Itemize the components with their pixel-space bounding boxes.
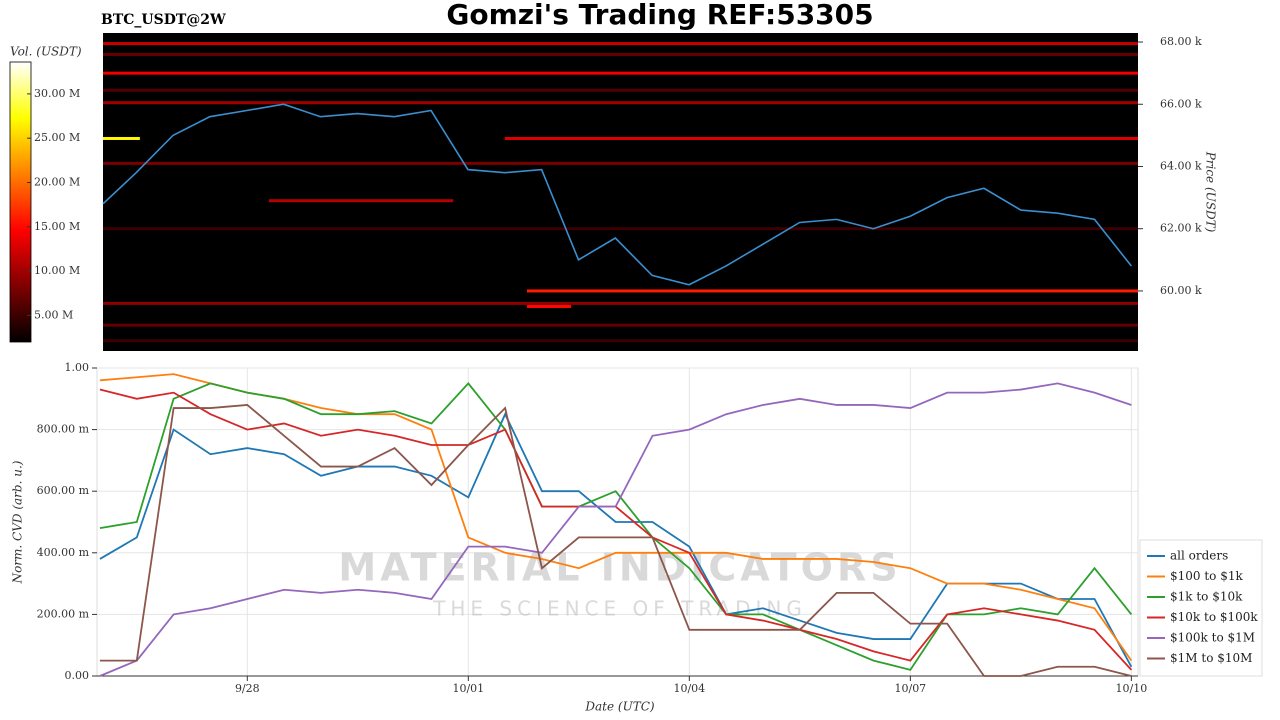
legend-box bbox=[1139, 539, 1263, 677]
y-tick-label: 0.00 bbox=[65, 669, 90, 682]
liquidity-level bbox=[103, 227, 1138, 231]
price-line bbox=[102, 103, 1132, 286]
liquidity-level bbox=[103, 323, 1138, 327]
x-tick-label: 10/04 bbox=[673, 682, 705, 695]
y-tick-label: 68.00 k bbox=[1160, 35, 1202, 48]
liquidity-level bbox=[103, 101, 1138, 105]
x-tick-label: 10/10 bbox=[1116, 682, 1148, 695]
y-tick-label: 200.00 m bbox=[37, 607, 90, 620]
cvd-line bbox=[99, 404, 1132, 677]
y-tick-label: 600.00 m bbox=[37, 484, 90, 497]
colorbar-tick-label: 10.00 M bbox=[34, 264, 80, 277]
colorbar bbox=[9, 61, 32, 343]
liquidity-level bbox=[103, 301, 1138, 305]
legend-label: $100 to $1k bbox=[1170, 569, 1243, 583]
y-axis-label: Norm. CVD (arb. u.) bbox=[11, 460, 25, 584]
colorbar-tick-label: 30.00 M bbox=[34, 87, 80, 100]
x-axis-label: Date (UTC) bbox=[584, 700, 654, 714]
y-tick-label: 66.00 k bbox=[1160, 97, 1202, 110]
heatmap-plot bbox=[102, 33, 1138, 351]
x-tick-label: 9/28 bbox=[235, 682, 260, 695]
y-axis-label: Price (USDT) bbox=[1204, 151, 1218, 233]
liquidity-level bbox=[526, 305, 572, 309]
liquidity-level bbox=[526, 289, 1138, 293]
chart-title: BTC_USDT@2W bbox=[101, 12, 226, 28]
y-tick-label: 800.00 m bbox=[37, 423, 90, 436]
x-tick-label: 10/07 bbox=[894, 682, 926, 695]
y-tick-label: 1.00 bbox=[65, 361, 90, 374]
legend-label: all orders bbox=[1170, 549, 1228, 563]
page-title: Gomzi's Trading REF:53305 bbox=[446, 0, 873, 31]
liquidity-level bbox=[103, 71, 1138, 75]
plot-background bbox=[103, 33, 1138, 351]
liquidity-level bbox=[103, 161, 1138, 165]
liquidity-level bbox=[103, 339, 1138, 343]
y-tick-label: 60.00 k bbox=[1160, 284, 1202, 297]
y-tick-label: 62.00 k bbox=[1160, 222, 1202, 235]
cvd-line bbox=[99, 382, 1133, 671]
y-tick-label: 64.00 k bbox=[1160, 159, 1202, 172]
line-plot: 9/28 10/01 10/04 10/07 10/10 0.00 200.00 m 400.… bbox=[37, 361, 1263, 695]
x-tick-label: 10/01 bbox=[452, 682, 484, 695]
liquidity-level bbox=[504, 136, 1138, 140]
colorbar-tick-label: 20.00 M bbox=[34, 176, 80, 189]
liquidity-level bbox=[103, 88, 1138, 92]
legend-label: $100k to $1M bbox=[1170, 631, 1255, 645]
colorbar-label: Vol. (USDT) bbox=[10, 45, 82, 59]
liquidity-level bbox=[103, 52, 1138, 56]
watermark: THE SCIENCE OF TRADING bbox=[432, 597, 807, 621]
liquidity-level bbox=[103, 136, 140, 140]
y-tick-label: 400.00 m bbox=[37, 546, 90, 559]
cvd-line bbox=[99, 382, 1132, 677]
legend-label: $1k to $10k bbox=[1170, 590, 1243, 604]
colorbar-tick-label: 15.00 M bbox=[34, 220, 80, 233]
colorbar-tick-label: 5.00 M bbox=[34, 308, 73, 321]
liquidity-level bbox=[103, 42, 1138, 46]
colorbar-tick-label: 25.00 M bbox=[34, 131, 80, 144]
liquidity-level bbox=[268, 199, 454, 203]
legend-label: $10k to $100k bbox=[1170, 610, 1258, 624]
legend-label: $1M to $10M bbox=[1170, 651, 1252, 665]
